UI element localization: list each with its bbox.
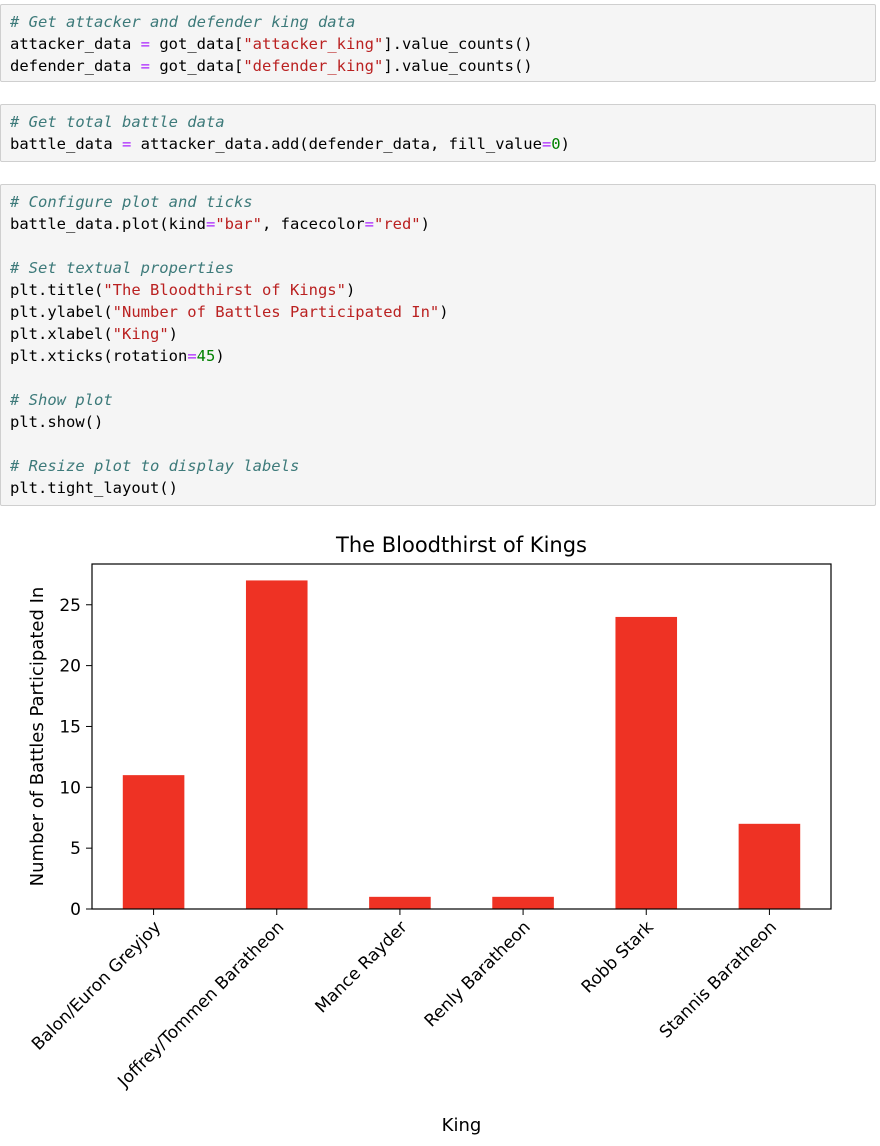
code-token-plain: got_data[ [150, 57, 244, 75]
y-tick-label: 5 [70, 839, 81, 859]
y-tick-label: 20 [59, 657, 81, 677]
code-token-plain: plt.ylabel( [10, 303, 113, 321]
code-token-str: "Number of Battles Participated In" [112, 303, 440, 321]
code-line: # Get attacker and defender king data [10, 11, 355, 33]
code-token-str: "attacker_king" [243, 35, 384, 53]
bar-stannis-baratheon [738, 823, 801, 909]
code-token-op: = [187, 347, 197, 365]
code-token-plain: , facecolor [261, 215, 365, 233]
code-token-cmt: # Configure plot and ticks [10, 193, 253, 211]
code-line: plt.title("The Bloodthirst of Kings") [10, 279, 355, 301]
code-token-plain: plt.show() [10, 413, 104, 431]
code-token-op: = [140, 57, 150, 75]
code-token-cmt: # Set textual properties [10, 259, 234, 277]
plot-frame [91, 563, 832, 910]
code-line: # Resize plot to display labels [10, 455, 299, 477]
code-token-str: "King" [112, 325, 169, 343]
bar-robb-stark [615, 616, 678, 909]
code-token-plain: plt.xlabel( [10, 325, 113, 343]
y-tick-label: 0 [70, 900, 81, 920]
code-token-plain: ) [420, 215, 430, 233]
code-token-op: = [364, 215, 374, 233]
x-tick-label: Stannis Baratheon [656, 917, 781, 1042]
bar-joffrey-tommen-baratheon [245, 580, 308, 909]
code-token-plain: ) [439, 303, 449, 321]
bar-mance-rayder [369, 896, 431, 909]
code-line: plt.show() [10, 411, 103, 433]
code-token-plain: attacker_data [10, 35, 141, 53]
code-token-plain: plt.tight_layout() [10, 479, 178, 497]
y-tick-label: 25 [59, 596, 81, 616]
code-token-cmt: # Resize plot to display labels [10, 457, 300, 475]
code-line: # Show plot [10, 389, 113, 411]
code-line: battle_data = attacker_data.add(defender… [10, 133, 570, 155]
x-tick-label: Mance Rayder [312, 917, 412, 1017]
code-token-plain: ].value_counts() [383, 35, 533, 53]
code-token-plain: ) [168, 325, 178, 343]
code-token-num: 0 [551, 135, 561, 153]
x-tick-label: Balon/Euron Greyjoy [28, 917, 165, 1054]
code-line: # Configure plot and ticks [10, 191, 253, 213]
code-token-op: = [121, 135, 132, 153]
code-token-plain: defender_data [10, 57, 141, 75]
code-token-plain: attacker_data.add(defender_data, fill_va… [131, 135, 542, 153]
code-line: plt.tight_layout() [10, 477, 178, 499]
code-token-plain: battle_data [10, 135, 122, 153]
code-token-cmt: # Get total battle data [10, 113, 225, 131]
code-token-cmt: # Show plot [10, 391, 113, 409]
y-axis-label: Number of Battles Participated In [27, 587, 48, 887]
code-token-plain: ) [345, 281, 356, 299]
code-token-plain: battle_data.plot(kind [10, 215, 206, 233]
bar-chart: 0 5 10 15 20 25 Balon/Euron Greyjoy Joffrey/Tom… [0, 520, 880, 1146]
code-line: battle_data.plot(kind="bar", facecolor="… [10, 213, 430, 235]
code-token-cmt: # Get attacker and defender king data [10, 13, 356, 31]
x-axis-label: King [442, 1115, 482, 1136]
code-token-str: "The Bloodthirst of Kings" [103, 281, 346, 299]
code-token-plain: got_data[ [150, 35, 244, 53]
code-token-op: = [205, 215, 216, 233]
y-tick-label: 10 [59, 778, 81, 798]
chart-title: The Bloodthirst of Kings [335, 533, 587, 557]
y-tick-label: 15 [59, 717, 81, 737]
code-token-plain: plt.title( [10, 281, 104, 299]
code-line: plt.xticks(rotation=45) [10, 345, 225, 367]
code-line: # Get total battle data [10, 111, 225, 133]
code-line: attacker_data = got_data["attacker_king"… [10, 33, 533, 55]
x-tick-label: Renly Baratheon [421, 917, 535, 1031]
code-line: defender_data = got_data["defender_king"… [10, 55, 533, 77]
code-token-str: "defender_king" [243, 57, 384, 75]
code-line: # Set textual properties [10, 257, 234, 279]
code-cell-3[interactable]: # Configure plot and ticks battle_data.pl… [0, 184, 876, 506]
code-cell-2[interactable]: # Get total battle data battle_data = att… [0, 104, 876, 162]
bar-balon-euron-greyjoy [122, 775, 185, 909]
code-token-op: = [140, 35, 150, 53]
bar-renly-baratheon [492, 896, 554, 909]
code-line: plt.ylabel("Number of Battles Participat… [10, 301, 449, 323]
code-token-plain: ) [215, 347, 225, 365]
code-token-num: 45 [196, 347, 216, 365]
code-token-str: "bar" [215, 215, 262, 233]
code-token-plain: ) [560, 135, 570, 153]
code-token-str: "red" [373, 215, 421, 233]
x-tick-label: Robb Stark [578, 917, 658, 997]
code-token-plain: ].value_counts() [383, 57, 533, 75]
code-token-plain: plt.xticks(rotation [10, 347, 188, 365]
code-line: plt.xlabel("King") [10, 323, 178, 345]
code-token-op: = [541, 135, 552, 153]
code-cell-1[interactable]: # Get attacker and defender king data att… [0, 4, 876, 82]
